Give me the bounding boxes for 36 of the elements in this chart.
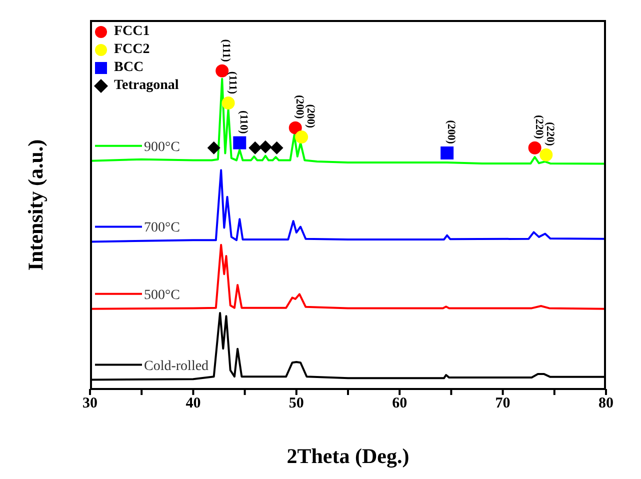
point: [295, 130, 308, 144]
legend-label: 500°C: [144, 288, 180, 303]
x-tick-label: 50: [288, 396, 304, 412]
annotation: (110): [238, 110, 250, 134]
legend-label: FCC1: [114, 24, 150, 40]
point: [233, 136, 246, 150]
legend-label: 700°C: [144, 220, 180, 236]
x-axis-title: 2Theta (Deg.): [286, 444, 410, 468]
point: [540, 148, 553, 162]
annotation: (220): [544, 122, 556, 146]
x-tick-label: 70: [495, 396, 510, 412]
legend-label: 900°C: [144, 140, 180, 155]
x-tick-label: 60: [392, 396, 408, 412]
point: [248, 141, 262, 154]
point: [258, 140, 272, 154]
legend-label: FCC2: [114, 42, 150, 58]
annotation: (200): [445, 120, 458, 144]
point: [440, 146, 454, 160]
annotation: (111): [220, 39, 232, 62]
point: [216, 64, 229, 78]
point: [270, 141, 284, 154]
legend-label: BCC: [114, 60, 144, 76]
x-tick-label: 30: [82, 396, 98, 412]
point: [528, 141, 542, 154]
legend-label: Tetragonal: [114, 78, 179, 94]
x-tick-label: 40: [186, 396, 201, 412]
annotation: (111): [226, 71, 238, 94]
legend-label: Cold-rolled: [144, 358, 209, 374]
point: [288, 121, 302, 134]
point: [207, 141, 220, 154]
annotation: (200): [293, 95, 306, 120]
annotation: (220): [532, 115, 545, 140]
x-tick-label: 80: [598, 396, 614, 412]
y-axis-title: Intensity (a.u.): [24, 138, 48, 270]
annotation: (200): [304, 104, 316, 128]
point: [222, 96, 235, 110]
